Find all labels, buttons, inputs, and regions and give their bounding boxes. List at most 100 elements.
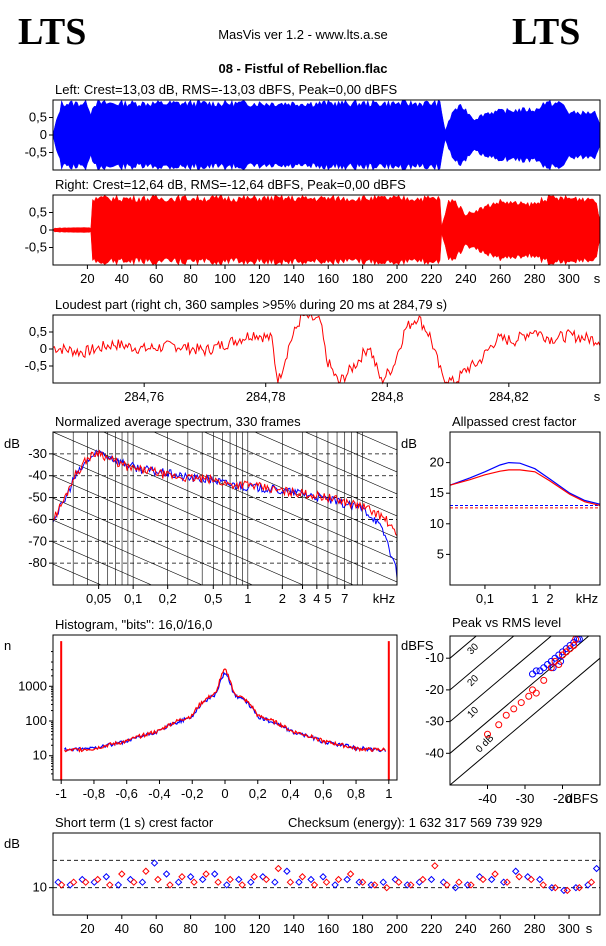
crest-point-right xyxy=(491,870,499,878)
x-tick-label: 200 xyxy=(386,271,408,286)
crest-series-right xyxy=(449,469,601,506)
x-tick-label: 120 xyxy=(249,921,271,936)
x-tick-label: 0,2 xyxy=(159,591,177,606)
x-tick-label: 0,6 xyxy=(314,786,332,801)
scatter-point-right xyxy=(547,664,555,672)
crest-point-right xyxy=(382,883,391,892)
x-tick-label: -1 xyxy=(55,786,67,801)
x-unit-label: kHz xyxy=(576,591,598,606)
y-axis-label: dB xyxy=(4,436,20,451)
y-tick-label: 5 xyxy=(437,546,444,561)
crest-diagonal xyxy=(450,636,590,754)
crest-point-left xyxy=(150,859,159,867)
histogram-series-right xyxy=(63,668,387,753)
slope-line xyxy=(254,432,397,495)
x-tick-label: 240 xyxy=(455,921,477,936)
crest-point-right xyxy=(178,873,186,881)
crest-point-right xyxy=(154,875,162,884)
x-tick-label: 20 xyxy=(80,921,94,936)
x-tick-label: -20 xyxy=(553,791,572,806)
spectrum-series-right xyxy=(53,449,397,537)
x-tick-label: 160 xyxy=(317,921,339,936)
crest-point-left xyxy=(451,883,460,892)
crest-point-right xyxy=(563,886,572,895)
scatter-point-right xyxy=(529,686,536,694)
x-tick-label: 280 xyxy=(524,271,546,286)
crest-point-right xyxy=(190,878,198,886)
y-tick-label: 0,5 xyxy=(29,110,47,125)
x-unit-label: s xyxy=(586,921,593,936)
x-tick-label: -0,2 xyxy=(181,786,203,801)
y-tick-label: 15 xyxy=(430,485,444,500)
x-tick-label: 1 xyxy=(244,591,251,606)
crest-point-left xyxy=(439,878,448,886)
crest-point-right xyxy=(69,878,78,886)
crest-point-left xyxy=(90,878,98,886)
x-tick-label: 280 xyxy=(524,921,546,936)
slope-line xyxy=(153,432,397,539)
crest-diagonal xyxy=(450,657,600,785)
y-tick-label: 10 xyxy=(33,880,47,895)
crest-point-left xyxy=(66,881,74,889)
crest-point-left xyxy=(536,875,544,884)
y-tick-label: -60 xyxy=(28,511,47,526)
crest-point-right xyxy=(57,881,66,889)
x-tick-label: 2 xyxy=(279,591,286,606)
y-tick-label: -20 xyxy=(425,682,444,697)
x-tick-label: 0,4 xyxy=(281,786,299,801)
app-title: MasVis ver 1.2 - www.lts.a.se xyxy=(218,27,388,42)
y-tick-label: 0 xyxy=(40,222,47,237)
plot-frame xyxy=(52,634,398,781)
crest-point-left xyxy=(78,875,86,884)
crest-point-right xyxy=(443,881,451,889)
scatter-point-right xyxy=(510,705,518,713)
y-tick-label: -30 xyxy=(425,714,444,729)
x-tick-label: 0,1 xyxy=(124,591,142,606)
loudest-part-trace xyxy=(52,314,601,385)
plot-title: Allpassed crest factor xyxy=(452,414,577,429)
crest-point-left xyxy=(475,873,484,881)
x-tick-label: 60 xyxy=(149,921,163,936)
scatter-point-right xyxy=(495,721,503,729)
scatter-point-right xyxy=(525,692,533,700)
scatter-point-left xyxy=(549,664,557,672)
y-axis-label: dB xyxy=(4,836,20,851)
crest-point-left xyxy=(307,875,315,884)
spectrum-area xyxy=(53,432,397,585)
x-tick-label: 0,1 xyxy=(476,591,494,606)
crest-point-left xyxy=(259,873,267,881)
histogram-series-left xyxy=(64,671,387,753)
y-tick-label: -80 xyxy=(28,555,47,570)
crest-point-right xyxy=(238,881,246,889)
slope-line xyxy=(53,563,102,585)
x-tick-label: 1 xyxy=(531,591,538,606)
x-tick-label: 140 xyxy=(283,921,305,936)
plot-title: Normalized average spectrum, 330 frames xyxy=(55,414,301,429)
allpassed-crest-plot: Allpassed crest factor dB 20 15 10 5 0,1 1 2 kHz xyxy=(401,414,601,606)
crest-point-left xyxy=(54,878,62,886)
crest-point-right xyxy=(274,864,283,873)
x-tick-label: 0,2 xyxy=(249,786,267,801)
crest-point-left xyxy=(102,873,111,881)
crest-point-right xyxy=(407,881,415,889)
x-tick-label: 0,8 xyxy=(347,786,365,801)
x-tick-label: 2 xyxy=(546,591,553,606)
crest-diagonal xyxy=(450,636,553,723)
slope-line xyxy=(102,432,397,561)
crest-point-left xyxy=(331,881,339,889)
slope-line xyxy=(53,432,397,583)
crest-point-right xyxy=(81,878,90,886)
x-tick-label: 80 xyxy=(183,921,197,936)
crest-point-right xyxy=(455,878,463,886)
crest-point-left xyxy=(198,875,207,884)
x-tick-label: 4 xyxy=(313,591,320,606)
y-tick-label: -10 xyxy=(425,650,444,665)
crest-point-left xyxy=(512,867,520,875)
crest-point-right xyxy=(118,870,126,878)
crest-point-left xyxy=(271,878,279,886)
x-tick-label: 200 xyxy=(386,921,408,936)
scatter-point-right xyxy=(577,636,581,637)
short-term-crest-plot: Short term (1 s) crest factor Checksum (e… xyxy=(4,815,601,936)
